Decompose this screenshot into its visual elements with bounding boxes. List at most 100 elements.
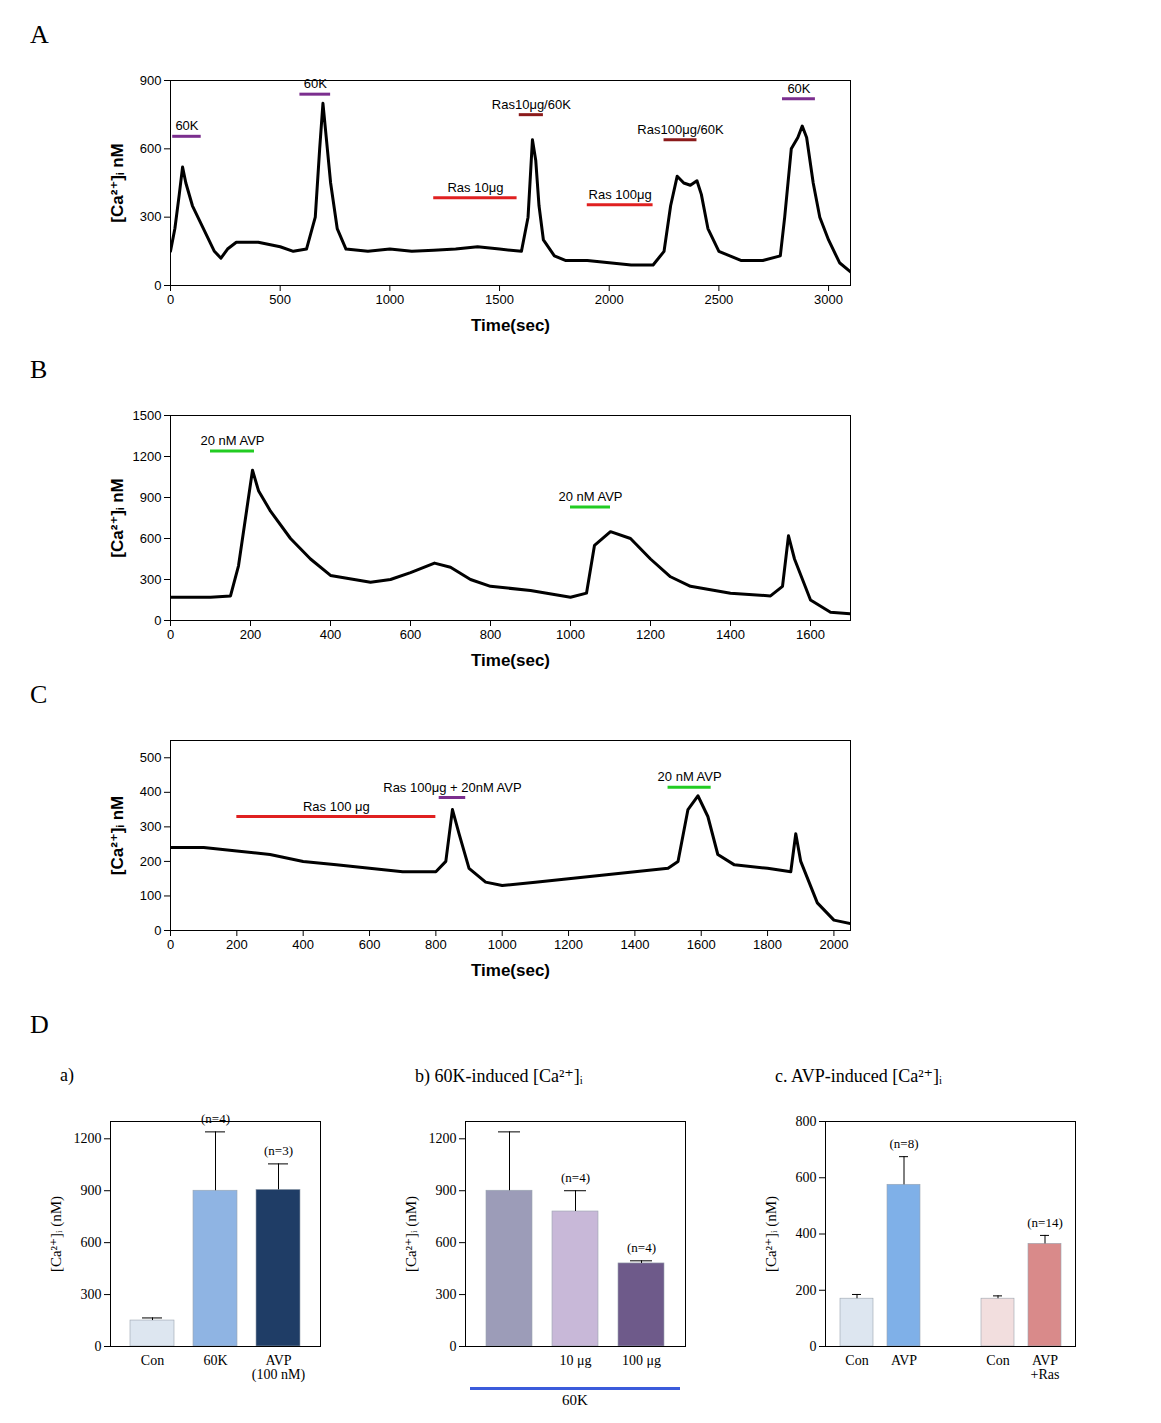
svg-text:1200: 1200	[429, 1131, 457, 1146]
svg-text:60K: 60K	[203, 1353, 227, 1368]
html-text:c. AVP-induced [Ca²⁺]ᵢ: c. AVP-induced [Ca²⁺]ᵢ	[775, 1066, 942, 1086]
svg-text:Ras 100 μg: Ras 100 μg	[303, 799, 370, 814]
svg-text:1000: 1000	[556, 627, 585, 642]
svg-text:[Ca²⁺]ᵢ (nM): [Ca²⁺]ᵢ (nM)	[763, 1196, 780, 1272]
svg-text:1000: 1000	[488, 937, 517, 952]
svg-text:[Ca²⁺]ᵢ nM: [Ca²⁺]ᵢ nM	[108, 796, 127, 875]
svg-text:1200: 1200	[636, 627, 665, 642]
svg-text:Time(sec): Time(sec)	[471, 961, 550, 980]
svg-text:0: 0	[167, 292, 174, 307]
svg-text:[Ca²⁺]ᵢ (nM): [Ca²⁺]ᵢ (nM)	[403, 1196, 420, 1272]
svg-text:Time(sec): Time(sec)	[471, 316, 550, 335]
html-text:C: C	[30, 680, 48, 709]
svg-text:600: 600	[436, 1235, 457, 1250]
svg-text:Con: Con	[845, 1353, 868, 1368]
svg-text:(n=4): (n=4)	[627, 1240, 656, 1255]
svg-text:20 nM AVP: 20 nM AVP	[200, 433, 264, 448]
svg-text:10 μg: 10 μg	[559, 1353, 591, 1368]
svg-text:0: 0	[810, 1339, 817, 1354]
svg-text:AVP(100 nM): AVP(100 nM)	[252, 1353, 306, 1383]
svg-text:60K: 60K	[304, 76, 327, 91]
svg-text:300: 300	[436, 1287, 457, 1302]
svg-text:Time(sec): Time(sec)	[471, 651, 550, 670]
svg-text:300: 300	[140, 209, 162, 224]
svg-text:(n=8): (n=8)	[890, 1136, 919, 1151]
svg-text:Con: Con	[986, 1353, 1009, 1368]
svg-text:400: 400	[292, 937, 314, 952]
svg-text:100 μg: 100 μg	[622, 1353, 661, 1368]
svg-text:2000: 2000	[819, 937, 848, 952]
svg-text:200: 200	[226, 937, 248, 952]
svg-text:20 nM AVP: 20 nM AVP	[658, 769, 722, 784]
svg-text:400: 400	[140, 784, 162, 799]
svg-text:800: 800	[480, 627, 502, 642]
svg-text:800: 800	[425, 937, 447, 952]
svg-text:600: 600	[400, 627, 422, 642]
svg-text:500: 500	[140, 750, 162, 765]
svg-text:600: 600	[140, 141, 162, 156]
svg-text:600: 600	[81, 1235, 102, 1250]
svg-text:20 nM AVP: 20 nM AVP	[558, 489, 622, 504]
svg-text:600: 600	[796, 1170, 817, 1185]
svg-text:60K: 60K	[787, 81, 810, 96]
svg-text:1500: 1500	[133, 408, 162, 423]
svg-text:1200: 1200	[133, 449, 162, 464]
svg-text:100: 100	[140, 888, 162, 903]
svg-text:1800: 1800	[753, 937, 782, 952]
svg-text:1600: 1600	[687, 937, 716, 952]
svg-text:[Ca²⁺]ᵢ (nM): [Ca²⁺]ᵢ (nM)	[48, 1196, 65, 1272]
html-text:B: B	[30, 355, 48, 384]
svg-text:1600: 1600	[796, 627, 825, 642]
svg-text:900: 900	[140, 73, 162, 88]
svg-text:0: 0	[167, 627, 174, 642]
svg-text:60K: 60K	[175, 118, 198, 133]
svg-text:200: 200	[140, 854, 162, 869]
svg-text:300: 300	[140, 572, 162, 587]
svg-text:900: 900	[81, 1183, 102, 1198]
svg-text:Ras 100μg: Ras 100μg	[589, 187, 652, 202]
svg-text:400: 400	[320, 627, 342, 642]
svg-text:900: 900	[140, 490, 162, 505]
svg-text:1000: 1000	[375, 292, 404, 307]
html-text:A: A	[30, 20, 49, 49]
svg-text:(n=4): (n=4)	[201, 1111, 230, 1126]
svg-text:500: 500	[269, 292, 291, 307]
svg-text:0: 0	[154, 278, 161, 293]
svg-text:0: 0	[154, 613, 161, 628]
svg-text:0: 0	[167, 937, 174, 952]
svg-text:1400: 1400	[716, 627, 745, 642]
svg-text:900: 900	[436, 1183, 457, 1198]
svg-text:AVP: AVP	[891, 1353, 917, 1368]
svg-text:Ras100μg/60K: Ras100μg/60K	[637, 122, 724, 137]
svg-text:1200: 1200	[74, 1131, 102, 1146]
svg-text:3000: 3000	[814, 292, 843, 307]
svg-text:400: 400	[796, 1226, 817, 1241]
svg-text:[Ca²⁺]ᵢ nM: [Ca²⁺]ᵢ nM	[108, 143, 127, 222]
svg-text:(n=4): (n=4)	[561, 1170, 590, 1185]
svg-text:Con: Con	[141, 1353, 164, 1368]
svg-text:300: 300	[81, 1287, 102, 1302]
svg-text:(n=14): (n=14)	[1027, 1215, 1063, 1230]
svg-text:200: 200	[240, 627, 262, 642]
svg-text:1500: 1500	[485, 292, 514, 307]
svg-text:Ras 100μg + 20nM AVP: Ras 100μg + 20nM AVP	[383, 780, 521, 795]
svg-text:600: 600	[140, 531, 162, 546]
html-text:b) 60K-induced [Ca²⁺]ᵢ: b) 60K-induced [Ca²⁺]ᵢ	[415, 1066, 583, 1086]
html-text:D: D	[30, 1010, 49, 1039]
svg-text:AVP+Ras: AVP+Ras	[1031, 1353, 1060, 1382]
svg-text:(n=3): (n=3)	[264, 1143, 293, 1158]
svg-text:2000: 2000	[595, 292, 624, 307]
svg-text:Ras10μg/60K: Ras10μg/60K	[492, 97, 571, 112]
svg-text:Ras 10μg: Ras 10μg	[447, 180, 503, 195]
svg-text:0: 0	[95, 1339, 102, 1354]
svg-text:300: 300	[140, 819, 162, 834]
svg-text:2500: 2500	[704, 292, 733, 307]
svg-text:0: 0	[450, 1339, 457, 1354]
svg-text:1400: 1400	[620, 937, 649, 952]
svg-text:[Ca²⁺]ᵢ nM: [Ca²⁺]ᵢ nM	[108, 478, 127, 557]
svg-text:0: 0	[154, 923, 161, 938]
svg-text:800: 800	[796, 1114, 817, 1129]
svg-text:1200: 1200	[554, 937, 583, 952]
svg-text:200: 200	[796, 1283, 817, 1298]
svg-text:600: 600	[359, 937, 381, 952]
